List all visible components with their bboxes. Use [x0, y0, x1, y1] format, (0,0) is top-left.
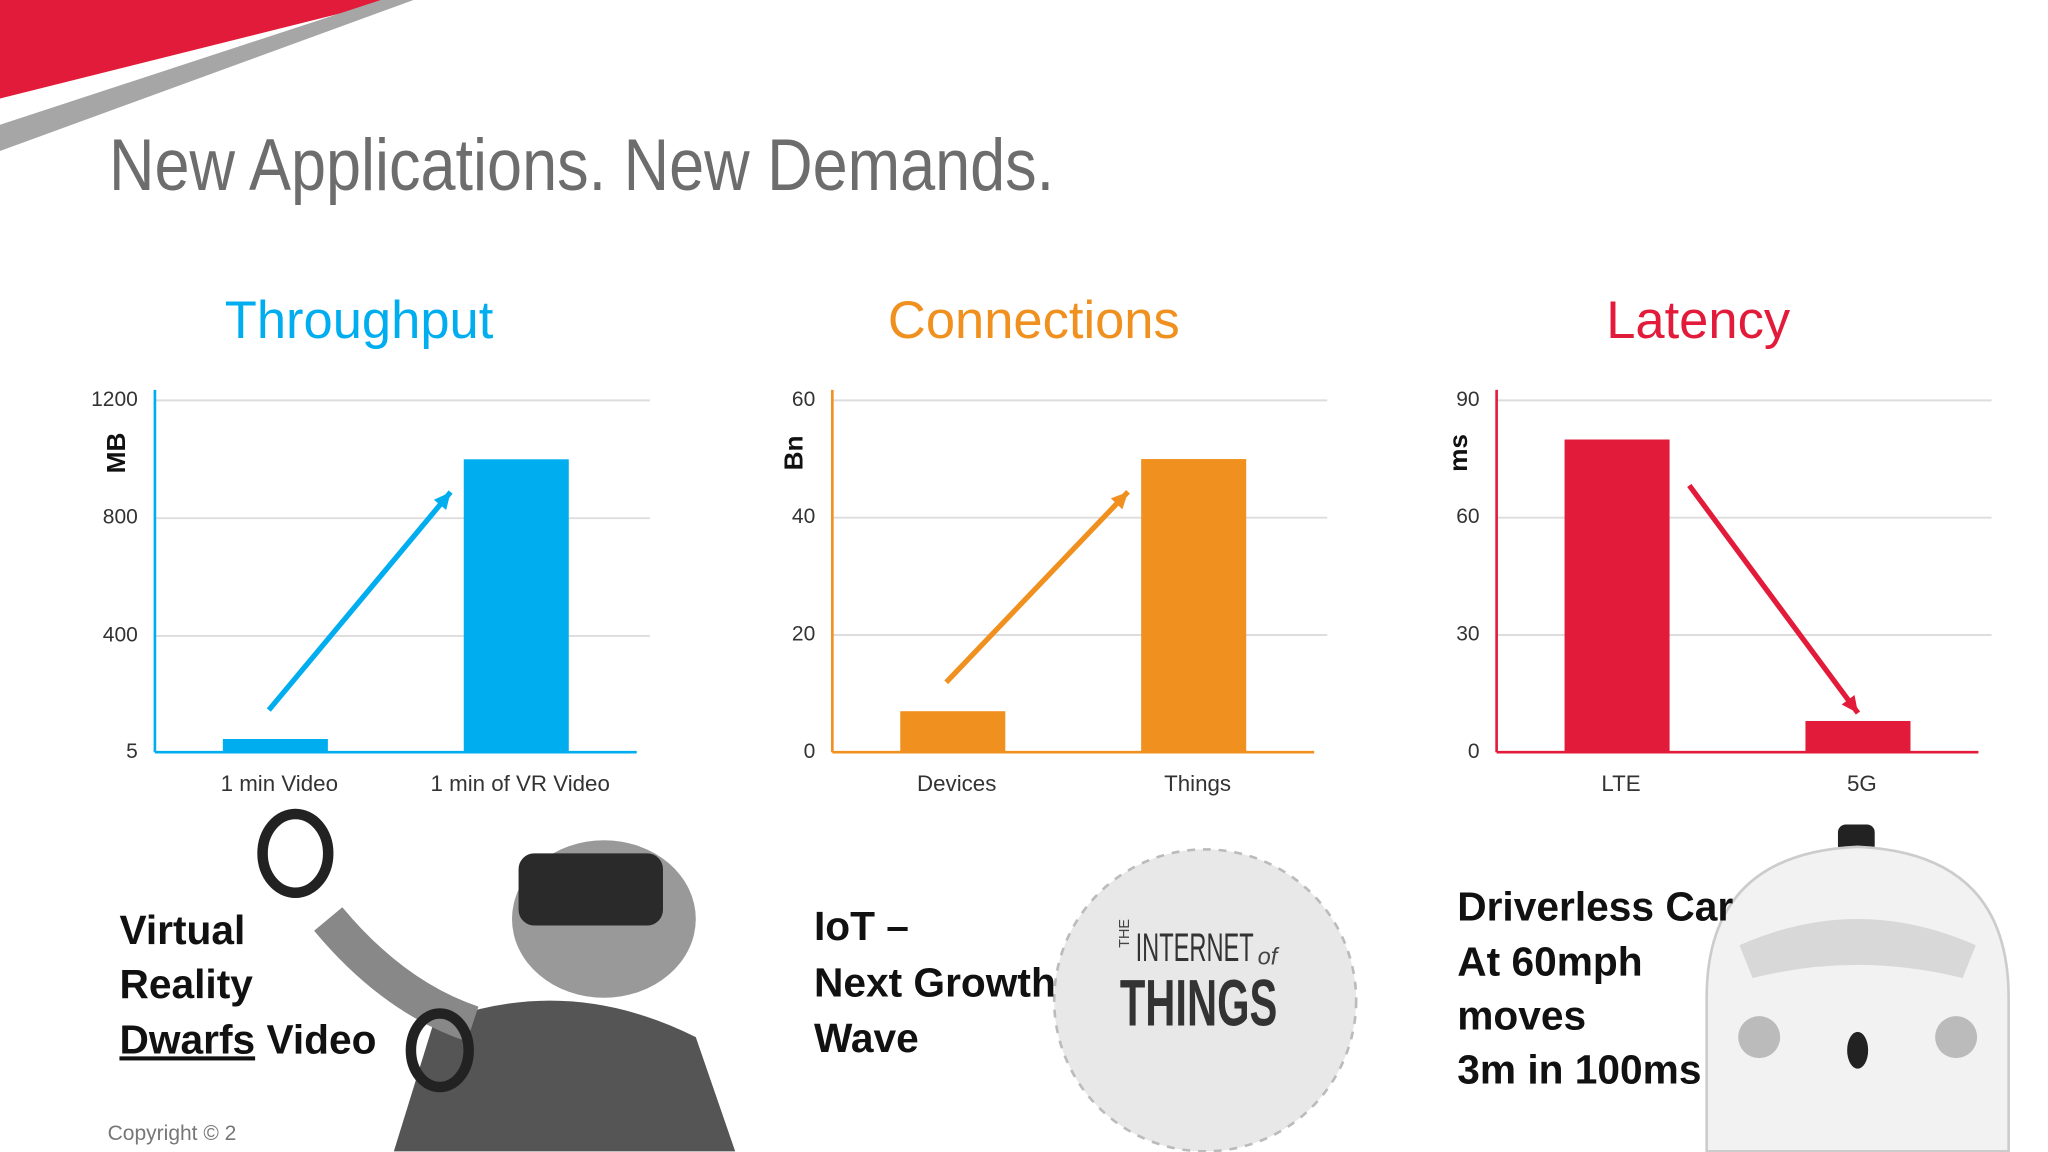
iot-big: THINGS [1120, 967, 1278, 1040]
trend-arrow [944, 490, 1130, 685]
trend-arrow [266, 490, 453, 712]
arrow-head [1110, 491, 1129, 510]
y-tick-label: 20 [792, 623, 815, 646]
y-tick-label: 60 [792, 388, 815, 411]
car-caption: 3m in 100ms [1457, 1046, 1701, 1092]
vr-caption: Dwarfs Video [119, 1016, 376, 1062]
arrow-head [433, 492, 451, 510]
x-tick-label: 5G [1847, 771, 1877, 796]
iot-prefix: THE [1117, 919, 1133, 948]
chart-title: Latency [1606, 291, 1791, 350]
vr-image [257, 808, 736, 1152]
iot-caption: IoT – [814, 903, 909, 949]
y-axis-label: MB [101, 433, 131, 474]
iot-image [1052, 848, 1358, 1152]
x-tick-label: LTE [1601, 771, 1640, 796]
y-tick-label: 90 [1456, 388, 1479, 411]
iot-caption: Wave [814, 1015, 919, 1061]
x-tick-label: Things [1164, 771, 1231, 796]
bar [222, 738, 328, 753]
car-caption: At 60mph [1457, 939, 1642, 985]
bar [1564, 439, 1670, 753]
vr-caption: Reality [119, 961, 253, 1007]
vr-emphasis: Dwarfs [119, 1016, 255, 1062]
iot-main: INTERNET [1136, 926, 1254, 970]
bar [1141, 459, 1247, 753]
copyright: Copyright © 2 [108, 1122, 237, 1145]
y-tick-label: 400 [103, 623, 138, 646]
y-tick-label: 0 [1468, 740, 1480, 763]
y-tick-label: 40 [792, 505, 815, 528]
y-tick-label: 30 [1456, 623, 1479, 646]
y-tick-label: 800 [103, 506, 138, 529]
y-tick-label: 1200 [91, 388, 138, 411]
y-tick-label: 0 [804, 740, 816, 763]
chart-title: Throughput [225, 291, 494, 350]
trend-arrow [1687, 483, 1861, 715]
bar [1805, 720, 1911, 753]
iot-of: of [1258, 945, 1280, 971]
car-caption: Driverless Car [1457, 884, 1733, 930]
vr-caption: Virtual [119, 907, 245, 953]
iot-caption: Next Growth [814, 960, 1056, 1006]
bar [900, 711, 1006, 753]
y-tick-label: 5 [126, 740, 138, 763]
x-tick-label: 1 min Video [221, 771, 338, 796]
car-image [1705, 824, 2010, 1152]
corner-red [0, 0, 394, 99]
corner-stripe [0, 0, 414, 151]
car-caption: moves [1457, 992, 1586, 1038]
x-tick-label: Devices [917, 771, 996, 796]
chart-title: Connections [888, 291, 1180, 350]
arrow-head [1841, 695, 1858, 714]
vr-tail: Video [266, 1016, 376, 1062]
y-tick-label: 60 [1456, 505, 1479, 528]
x-tick-label: 1 min of VR Video [431, 771, 610, 796]
y-axis-label: Bn [779, 435, 809, 470]
y-axis-label: ms [1443, 434, 1473, 472]
bar [463, 459, 569, 753]
slide-title: New Applications. New Demands. [109, 123, 1054, 206]
